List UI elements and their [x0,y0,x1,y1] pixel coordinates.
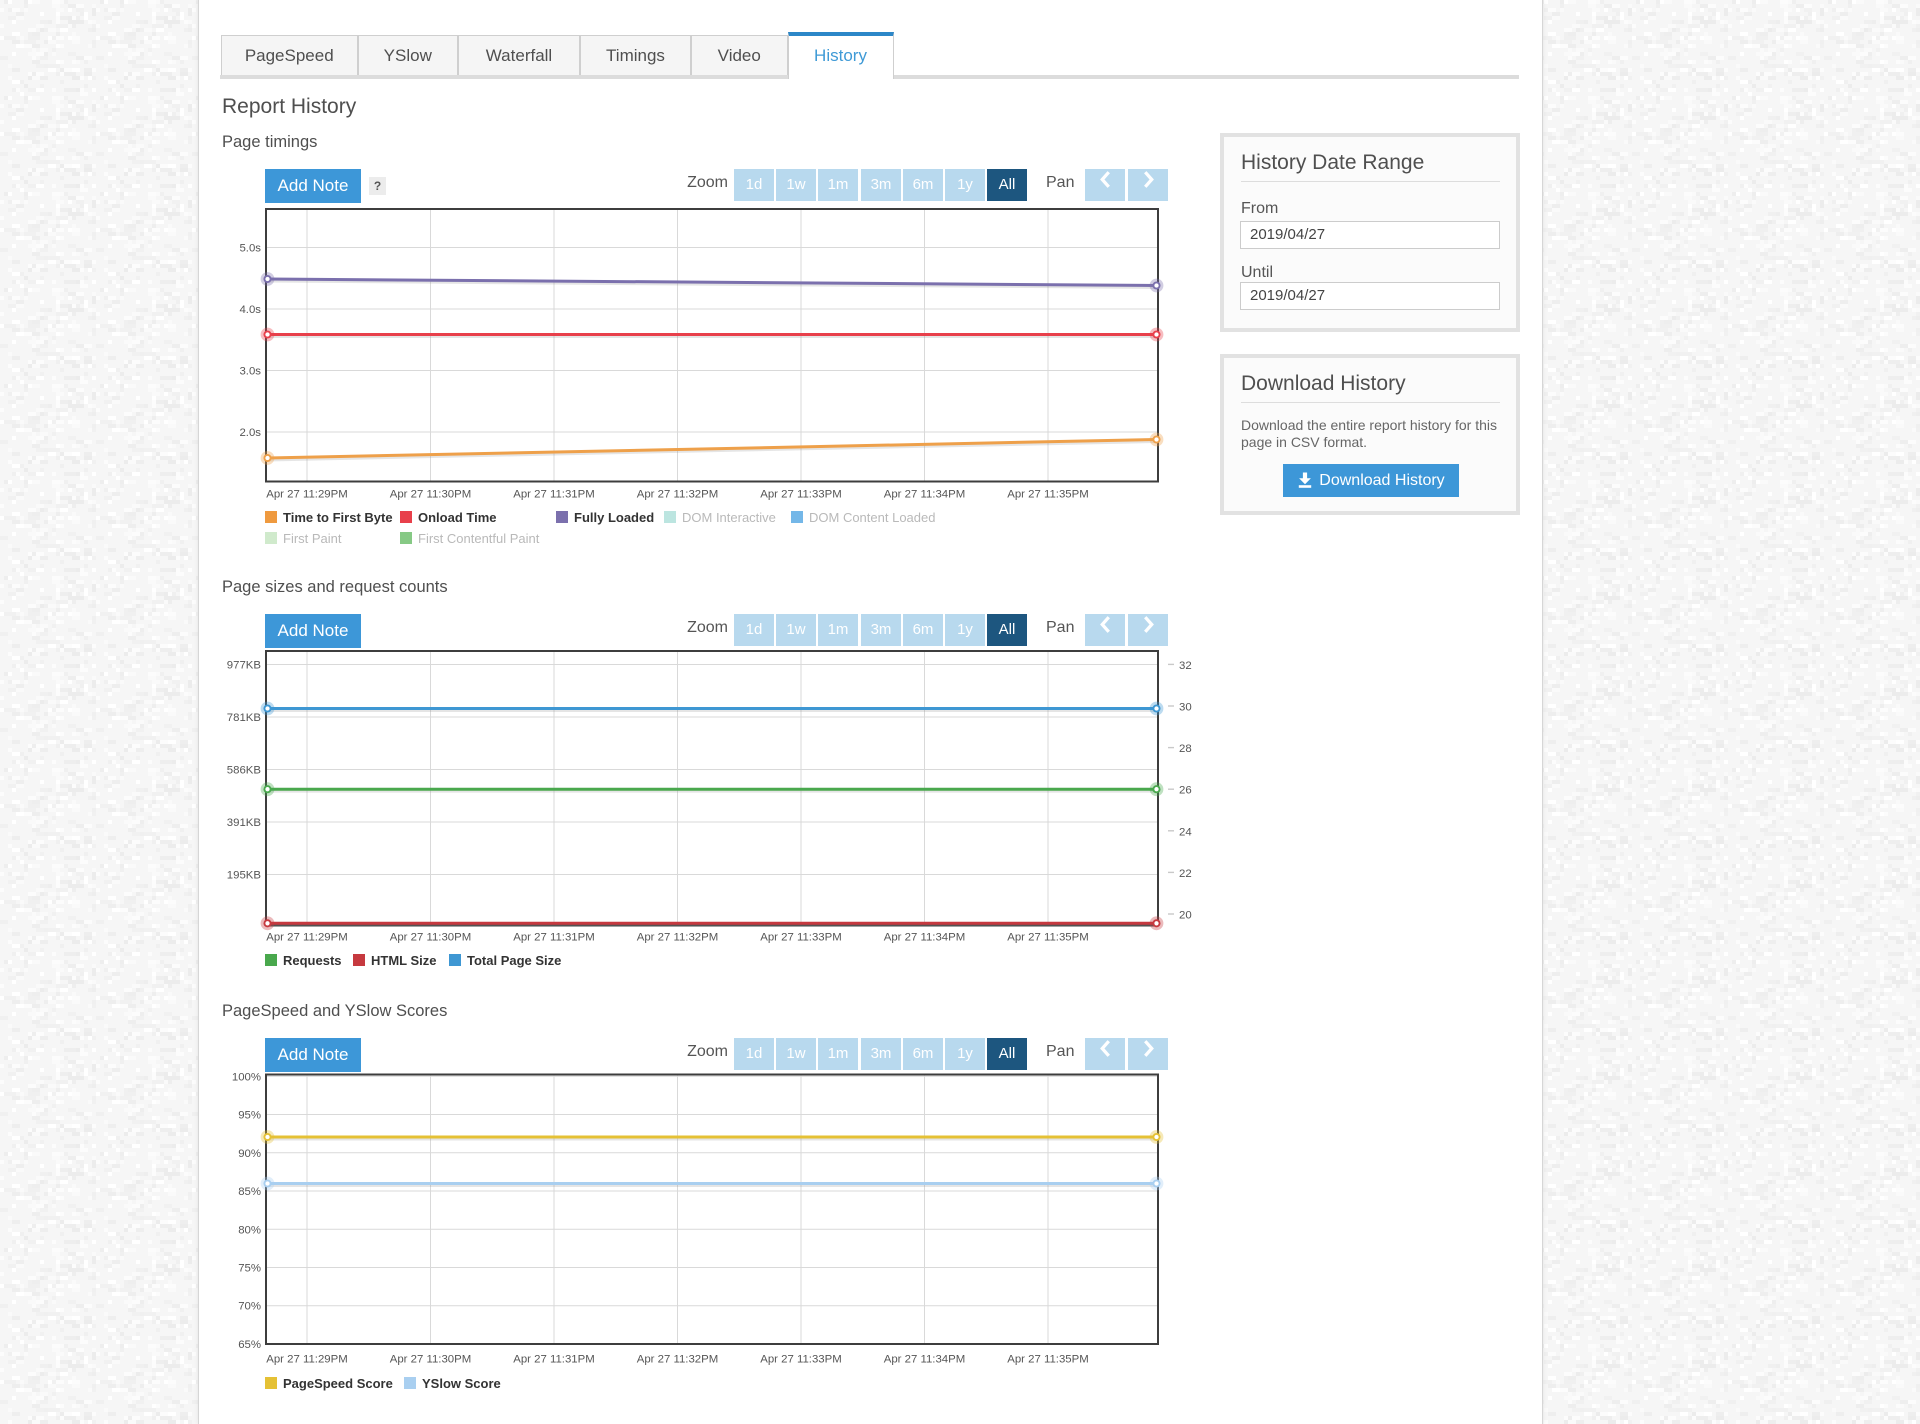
svg-text:22: 22 [1179,868,1192,880]
svg-text:Apr 27 11:35PM: Apr 27 11:35PM [1007,1354,1088,1366]
svg-text:977KB: 977KB [227,660,261,672]
svg-text:32: 32 [1179,660,1192,672]
svg-text:100%: 100% [232,1071,261,1083]
svg-text:Apr 27 11:30PM: Apr 27 11:30PM [390,1354,471,1366]
svg-text:24: 24 [1179,826,1192,838]
svg-text:391KB: 391KB [227,817,261,829]
svg-text:781KB: 781KB [227,712,261,724]
svg-text:65%: 65% [238,1339,261,1351]
svg-text:Apr 27 11:31PM: Apr 27 11:31PM [513,489,594,501]
svg-text:Apr 27 11:31PM: Apr 27 11:31PM [513,932,594,944]
svg-text:Apr 27 11:32PM: Apr 27 11:32PM [637,489,718,501]
svg-text:30: 30 [1179,702,1192,714]
svg-text:90%: 90% [238,1148,261,1160]
svg-text:85%: 85% [238,1186,261,1198]
svg-text:Apr 27 11:30PM: Apr 27 11:30PM [390,932,471,944]
svg-text:Apr 27 11:32PM: Apr 27 11:32PM [637,932,718,944]
svg-text:80%: 80% [238,1224,261,1236]
svg-text:95%: 95% [238,1110,261,1122]
svg-text:26: 26 [1179,785,1192,797]
svg-text:28: 28 [1179,743,1192,755]
svg-text:Apr 27 11:34PM: Apr 27 11:34PM [884,932,965,944]
svg-text:586KB: 586KB [227,765,261,777]
svg-text:5.0s: 5.0s [239,243,261,255]
svg-text:75%: 75% [238,1263,261,1275]
svg-text:Apr 27 11:29PM: Apr 27 11:29PM [266,932,347,944]
svg-text:Apr 27 11:33PM: Apr 27 11:33PM [760,489,841,501]
svg-text:20: 20 [1179,910,1192,922]
svg-text:Apr 27 11:32PM: Apr 27 11:32PM [637,1354,718,1366]
svg-text:2.0s: 2.0s [239,427,261,439]
svg-text:3.0s: 3.0s [239,366,261,378]
svg-text:Apr 27 11:35PM: Apr 27 11:35PM [1007,932,1088,944]
svg-text:4.0s: 4.0s [239,304,261,316]
svg-text:Apr 27 11:29PM: Apr 27 11:29PM [266,1354,347,1366]
svg-text:Apr 27 11:34PM: Apr 27 11:34PM [884,489,965,501]
svg-text:Apr 27 11:34PM: Apr 27 11:34PM [884,1354,965,1366]
svg-text:Apr 27 11:33PM: Apr 27 11:33PM [760,932,841,944]
svg-text:Apr 27 11:29PM: Apr 27 11:29PM [266,489,347,501]
svg-text:Apr 27 11:35PM: Apr 27 11:35PM [1007,489,1088,501]
svg-text:195KB: 195KB [227,870,261,882]
svg-text:70%: 70% [238,1301,261,1313]
svg-text:Apr 27 11:30PM: Apr 27 11:30PM [390,489,471,501]
svg-text:Apr 27 11:33PM: Apr 27 11:33PM [760,1354,841,1366]
svg-text:Apr 27 11:31PM: Apr 27 11:31PM [513,1354,594,1366]
